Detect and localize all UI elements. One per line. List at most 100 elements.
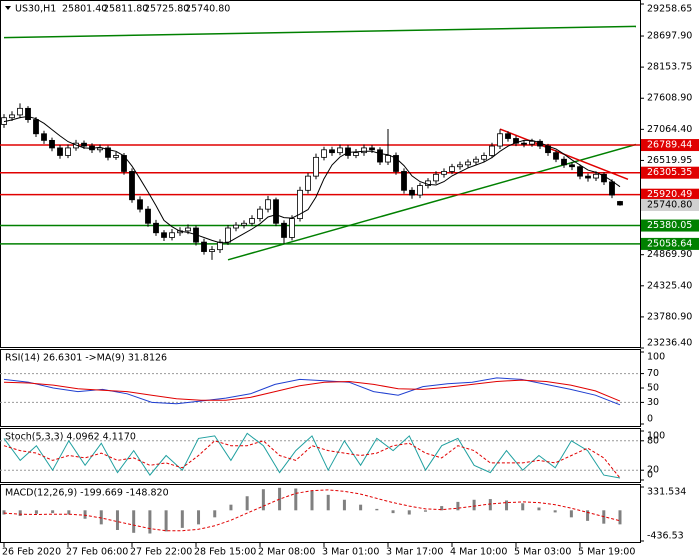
macd-bar [326,494,330,511]
candle-body [281,222,287,238]
macd-bar [294,488,298,511]
level-label-box [641,139,699,152]
trend-line [227,143,637,261]
ohlc-close: 25740.80 [185,4,230,15]
candle-body [337,147,343,154]
y-tick-label: -436.53 [647,531,684,542]
macd-bar [197,510,201,525]
candle-body [169,232,175,238]
macd-bar [164,510,168,532]
macd-bar [67,510,71,515]
x-tick-label: 3 Mar 17:00 [386,547,443,558]
level-label: 25920.49 [647,189,692,200]
trend-line [3,25,637,39]
header-icon [5,6,11,10]
candle-body [161,232,167,238]
symbol: US30,H1 [15,4,56,15]
macd-bar [391,510,395,514]
candle-body [233,224,239,229]
candle-body [465,161,471,166]
candle-body [57,147,63,156]
macd-bar [440,506,444,511]
y-tick-label: 331.534 [647,487,686,498]
candle-body [345,147,351,156]
y-tick-label: 30 [647,397,659,408]
candle-body [529,140,535,145]
stoch-panel [0,428,641,483]
candle-body [617,201,623,206]
ohlc-low: 25725.80 [144,4,189,15]
macd-bar [488,499,492,511]
macd-bar [213,510,217,518]
macd-bar [229,504,233,511]
level-label: 26305.35 [647,167,692,178]
macd-bar [618,510,622,525]
macd-bar [310,490,314,511]
macd-bar [99,510,103,525]
candle-body [553,152,559,160]
macd-bar [553,510,557,513]
stoch-line [3,432,621,479]
candle-body [377,149,383,163]
candle-body [241,222,247,226]
macd-bar [407,510,411,515]
candle-body [521,142,527,145]
candle-body [433,173,439,182]
candle-body [249,218,255,224]
candle-body [393,155,399,172]
current-price-box [641,198,699,211]
candle-body [17,107,23,116]
candle-body [417,185,423,196]
macd-bar [537,507,541,511]
level-label-box [641,219,699,232]
level-label-box [641,166,699,179]
x-tick-label: 27 Feb 06:00 [66,547,128,558]
y-tick-label: 24325.40 [647,280,692,291]
macd-bar [245,496,249,511]
x-tick-label: 26 Feb 2020 [2,547,61,558]
macd-bar [148,510,152,534]
macd-bar [115,510,119,530]
macd-bar [586,510,590,521]
candle-body [449,166,455,172]
candle-body [185,227,191,232]
candle-body [401,171,407,191]
candle-body [289,218,295,238]
macd-bar [456,501,460,511]
y-tick-label: 28153.75 [647,62,692,73]
candle-body [593,173,599,179]
y-tick-label: 20 [647,465,659,476]
candle-body [505,133,511,139]
y-tick-label: 23780.90 [647,311,692,322]
x-tick-label: 27 Feb 22:00 [130,547,192,558]
candle-body [41,133,47,141]
candle-body [441,171,447,175]
candle-body [97,147,103,151]
macd-title: MACD(12,26,9) -199.669 -148.820 [5,488,169,499]
candle-body [137,199,143,210]
y-tick-label: 29258.65 [647,4,692,15]
candle-body [113,155,119,158]
y-tick-label: 27608.90 [647,93,692,104]
candle-body [257,208,263,219]
macd-bar [342,499,346,511]
candle-body [49,139,55,149]
current-price-label: 25740.80 [647,199,692,210]
candle-body [385,155,391,163]
macd-bar [375,508,379,511]
candle-body [329,149,335,154]
candle-body [153,222,159,234]
x-tick-label: 5 Mar 03:00 [514,547,571,558]
stoch-title: Stoch(5,3,3) 4.0962 4.1170 [5,432,136,443]
y-tick-label: 80 [647,435,659,446]
macd-bar [505,500,509,511]
y-tick-label: 70 [647,368,659,379]
macd-bar [132,510,136,533]
stoch-line [3,440,621,479]
x-tick-label: 3 Mar 01:00 [322,547,379,558]
macd-bar [521,503,525,511]
y-tick-label: 50 [647,383,659,394]
candle-body [105,147,111,158]
macd-bar [180,510,184,528]
